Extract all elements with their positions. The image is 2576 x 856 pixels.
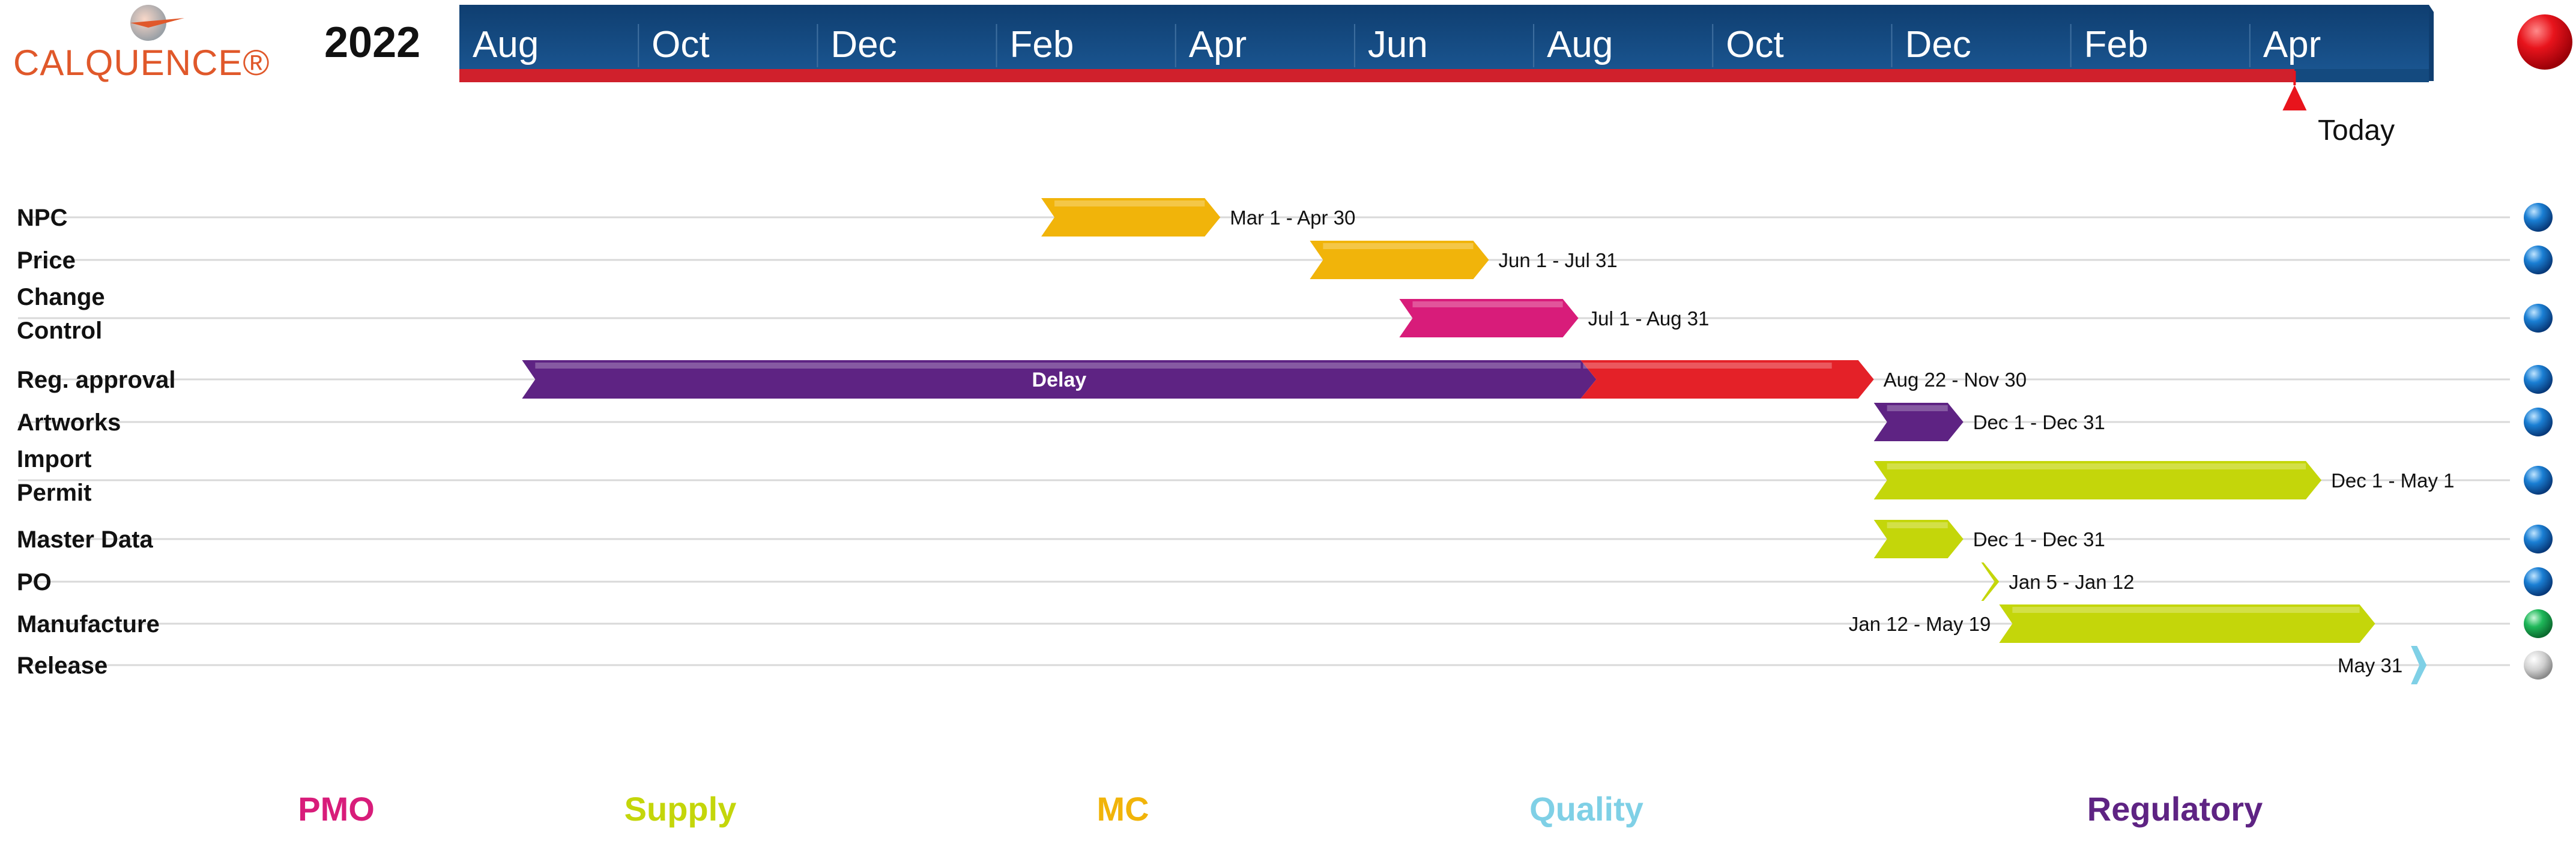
task-bar: [1310, 241, 1489, 279]
logo-emblem-icon: [130, 5, 184, 41]
status-dot: [2524, 365, 2553, 394]
category-quality: Quality: [1529, 790, 1643, 828]
overall-status-dot: [2517, 14, 2572, 70]
task-bar: [1873, 461, 2322, 499]
tick-label: Oct: [1726, 24, 1783, 65]
task-bar: [1399, 299, 1579, 337]
year-label: 2022: [324, 19, 421, 67]
tick-label: Feb: [1010, 24, 1074, 65]
timeline-header: [459, 5, 2429, 71]
row-label: Price: [17, 247, 76, 274]
date-label: Jan 5 - Jan 12: [2009, 571, 2134, 593]
row-label: Reg. approval: [17, 367, 176, 393]
tick-label: Dec: [1905, 24, 1971, 65]
task-bar-highlight: [1054, 200, 1205, 206]
task-bar-highlight: [1583, 363, 1832, 369]
row-label: PO: [17, 569, 52, 595]
status-dot: [2524, 203, 2553, 232]
date-label: Dec 1 - May 1: [2331, 469, 2454, 492]
tick-label: Apr: [2263, 24, 2321, 65]
status-dot: [2524, 304, 2553, 333]
date-label: Dec 1 - Dec 31: [1973, 411, 2105, 433]
task-bar: [1873, 520, 1964, 558]
date-label: Jun 1 - Jul 31: [1499, 249, 1618, 271]
tick-label: Aug: [473, 24, 539, 65]
calquence-logo: CALQUENCE®: [13, 0, 270, 90]
category-supply: Supply: [624, 790, 737, 828]
status-dot: [2524, 408, 2553, 436]
row-label: Manufacture: [17, 611, 160, 637]
task-bar-highlight: [1887, 463, 2306, 469]
date-label: May 31: [2338, 654, 2402, 677]
row-label: Import: [17, 446, 91, 472]
status-dot: [2524, 525, 2553, 553]
status-dot: [2524, 466, 2553, 495]
task-bar-highlight: [1323, 243, 1474, 249]
task-bar: [522, 360, 1597, 399]
category-pmo: PMO: [298, 790, 375, 828]
date-label: Mar 1 - Apr 30: [1230, 206, 1355, 229]
row-label: Release: [17, 653, 107, 679]
task-bar: [1041, 198, 1221, 237]
category-regulatory: Regulatory: [2087, 790, 2263, 828]
date-label: Dec 1 - Dec 31: [1973, 528, 2105, 550]
status-dot: [2524, 609, 2553, 638]
row-label: Control: [17, 318, 102, 344]
date-label: Aug 22 - Nov 30: [1884, 369, 2027, 391]
category-legend: PMO Supply MC Quality Regulatory: [0, 789, 2576, 843]
today-marker: [2282, 85, 2307, 110]
row-label: Change: [17, 284, 105, 310]
task-bar-highlight: [535, 363, 1581, 369]
task-bar: [1580, 360, 1874, 399]
status-dot: [2524, 567, 2553, 596]
timeline-header-edge: [2429, 5, 2434, 81]
task-bar: [1999, 604, 2375, 643]
status-dot: [2524, 246, 2553, 274]
task-bar-highlight: [2012, 607, 2360, 613]
logo-text: CALQUENCE®: [13, 43, 270, 83]
today-label: Today: [2318, 115, 2395, 146]
row-label: Artworks: [17, 409, 121, 436]
task-bar: [2411, 646, 2427, 684]
date-label: Jan 12 - May 19: [1849, 613, 1991, 635]
row-label: NPC: [17, 205, 67, 231]
bar-label: Delay: [1032, 369, 1087, 391]
timeline-progress-bar: [459, 69, 2295, 82]
row-label: Permit: [17, 480, 92, 506]
task-bar: [1873, 403, 1964, 441]
tick-label: Feb: [2084, 24, 2148, 65]
tick-label: Dec: [830, 24, 896, 65]
date-label: Jul 1 - Aug 31: [1588, 307, 1710, 330]
tick-label: Aug: [1547, 24, 1613, 65]
row-label: Master Data: [17, 526, 154, 553]
category-mc: MC: [1096, 790, 1149, 828]
task-bar-highlight: [1887, 405, 1948, 411]
tick-label: Oct: [652, 24, 709, 65]
task-bar: [1981, 562, 2000, 601]
task-bar-highlight: [1412, 301, 1563, 307]
task-bar-highlight: [1887, 522, 1948, 528]
status-dot: [2524, 651, 2553, 680]
tick-label: Jun: [1368, 24, 1428, 65]
timeline-remaining-bar: [2294, 69, 2429, 82]
tick-label: Apr: [1189, 24, 1247, 65]
